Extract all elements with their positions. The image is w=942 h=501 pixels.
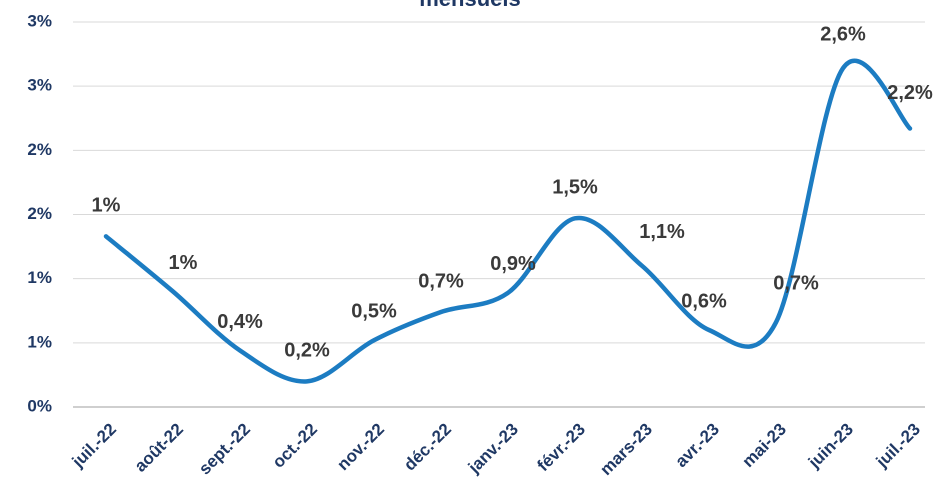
y-tick-label: 3% bbox=[27, 76, 52, 95]
data-label: 0,4% bbox=[217, 311, 263, 333]
y-tick-label: 0% bbox=[27, 396, 52, 415]
y-tick-label: 3% bbox=[27, 11, 52, 30]
x-tick-label: janv.-23 bbox=[464, 420, 522, 478]
data-label: 2,2% bbox=[887, 82, 933, 104]
x-tick-label: févr.-23 bbox=[533, 420, 589, 476]
data-label: 0,7% bbox=[773, 273, 819, 295]
chart-title: mensuels bbox=[419, 0, 521, 11]
x-tick-label: nov.-22 bbox=[333, 420, 388, 475]
data-label: 0,9% bbox=[490, 253, 536, 275]
x-tick-label: sept.-22 bbox=[195, 420, 254, 479]
data-label: 0,5% bbox=[351, 301, 397, 323]
x-tick-label: avr.-23 bbox=[671, 420, 723, 472]
x-tick-label: déc.-22 bbox=[400, 420, 455, 475]
data-label: 1% bbox=[92, 195, 121, 217]
line bbox=[103, 58, 913, 384]
y-tick-label: 1% bbox=[27, 268, 52, 287]
data-label: 0,7% bbox=[418, 270, 464, 292]
data-label: 1% bbox=[169, 252, 198, 274]
data-label: 0,6% bbox=[681, 290, 727, 312]
y-tick-label: 2% bbox=[27, 204, 52, 223]
x-tick-label: mars-23 bbox=[596, 420, 656, 480]
x-tick-label: mai-23 bbox=[738, 420, 790, 472]
data-label: 2,6% bbox=[820, 23, 866, 45]
y-tick-label: 1% bbox=[27, 332, 52, 351]
x-tick-label: juil.-23 bbox=[872, 420, 924, 472]
x-tick-label: juin-23 bbox=[804, 420, 857, 473]
x-tick-label: août-22 bbox=[131, 420, 187, 476]
data-label: 1,5% bbox=[552, 177, 598, 199]
x-tick-label: oct.-22 bbox=[269, 420, 321, 472]
x-tick-label: juil.-22 bbox=[68, 420, 120, 472]
y-tick-label: 2% bbox=[27, 140, 52, 159]
data-label: 1,1% bbox=[639, 221, 685, 243]
data-label: 0,2% bbox=[284, 340, 330, 362]
